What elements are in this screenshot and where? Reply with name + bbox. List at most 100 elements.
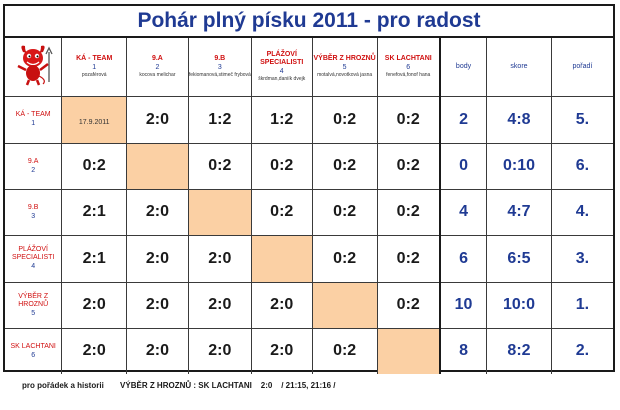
match-score: 2:0: [82, 296, 106, 313]
match-score-cell: 0:2: [311, 234, 378, 283]
match-score-cell: 0:2: [311, 327, 378, 374]
diagonal-cell: [250, 234, 313, 283]
row-team-header: 9.A 2: [5, 142, 63, 190]
match-score-cell: 0:2: [376, 281, 441, 329]
team-members: škrdman,daniík dvejk: [258, 75, 306, 82]
row-team-name: VÝBĚR Z HROZNŮ: [18, 292, 49, 308]
match-score-cell: 2:0: [126, 281, 189, 329]
points-value: 6: [459, 249, 468, 267]
match-score-cell: 0:2: [250, 142, 313, 190]
match-score-cell: 0:2: [311, 188, 378, 236]
match-score: 0:2: [270, 157, 294, 174]
team-members: fenefová,fonof hana: [386, 71, 431, 78]
points-header: body: [438, 38, 488, 96]
match-score: 2:0: [270, 296, 294, 313]
row-team-header: SK LACHTANI 6: [5, 327, 63, 374]
score-value-cell: 0:10: [486, 142, 552, 190]
match-score: 2:0: [208, 342, 232, 360]
team-name: SK LACHTANI: [384, 54, 432, 62]
match-score-cell: 2:0: [61, 327, 128, 374]
team-name: KÁ - TEAM: [76, 54, 113, 62]
rank-value: 4.: [575, 203, 590, 220]
team-header: VÝBĚR Z HROZNŮ 5 motalvá,novotková jasna: [311, 38, 378, 96]
match-score-cell: 2:0: [126, 234, 189, 283]
footer-result: 2:0: [260, 381, 273, 390]
match-score: 0:2: [270, 203, 294, 220]
score-header: skore: [486, 38, 552, 96]
team-number: 2: [155, 63, 160, 71]
match-score-cell: 0:2: [376, 142, 441, 190]
page-title: Pohár plný písku 2011 - pro radost: [5, 6, 613, 38]
rank-value-cell: 6.: [550, 142, 613, 190]
match-date: 17.9.2011: [78, 118, 110, 126]
team-row: KÁ - TEAM 1 17.9.2011 2:0 1:2 1:2 0:2 0:2 2 4:8 5.: [5, 95, 613, 144]
score-value-cell: 4:7: [486, 188, 552, 236]
team-row: SK LACHTANI 6 2:0 2:0 2:0 2:0 0:2 8 8:2 2.: [5, 327, 613, 374]
match-score: 2:0: [145, 342, 169, 360]
match-score: 0:2: [396, 110, 420, 128]
team-row: 9.A 2 0:2 0:2 0:2 0:2 0:2 0 0:10 6.: [5, 142, 613, 190]
footer-label: pro pořádek a historii: [22, 381, 104, 390]
score-header-label: skore: [510, 63, 528, 71]
match-score: 2:0: [208, 249, 232, 267]
team-header: PLÁŽOVÍ SPECIALISTI 4 škrdman,daniík dve…: [250, 38, 313, 96]
match-score: 0:2: [82, 157, 106, 174]
team-members: kocova melichar: [139, 71, 176, 78]
footer-note: pro pořádek a historii VÝBĚR Z HROZNŮ : …: [22, 381, 336, 390]
points-value: 2: [459, 110, 468, 128]
match-score: 2:0: [82, 342, 106, 360]
points-value-cell: 2: [438, 95, 488, 144]
rank-value-cell: 5.: [550, 95, 613, 144]
points-header-label: body: [455, 63, 472, 71]
row-team-header: PLÁŽOVÍ SPECIALISTI 4: [5, 234, 63, 283]
match-score: 2:0: [270, 342, 294, 360]
red-devil-mascot-icon: [17, 45, 53, 86]
header-row: KÁ - TEAM 1 pozaférová 9.A 2 kocova meli…: [5, 38, 613, 96]
match-score: 0:2: [396, 249, 420, 267]
rank-header: pořadí: [550, 38, 613, 96]
results-table: KÁ - TEAM 1 pozaférová 9.A 2 kocova meli…: [5, 38, 613, 374]
match-score-cell: 0:2: [311, 95, 378, 144]
match-score: 1:2: [208, 110, 232, 128]
match-score: 2:0: [145, 203, 169, 220]
diagonal-cell: 17.9.2011: [61, 95, 128, 144]
team-row: 9.B 3 2:1 2:0 0:2 0:2 0:2 4 4:7 4.: [5, 188, 613, 236]
match-score: 1:2: [270, 110, 294, 128]
score-value: 0:10: [502, 157, 535, 174]
team-header: SK LACHTANI 6 fenefová,fonof hana: [376, 38, 441, 96]
score-value: 6:5: [507, 249, 531, 267]
row-team-header: 9.B 3: [5, 188, 63, 236]
score-value-cell: 10:0: [486, 281, 552, 329]
match-score: 2:0: [208, 296, 232, 313]
team-name: PLÁŽOVÍ SPECIALISTI: [260, 50, 304, 66]
team-number: 5: [342, 63, 347, 71]
score-value: 8:2: [507, 342, 531, 360]
row-team-header: VÝBĚR Z HROZNŮ 5: [5, 281, 63, 329]
match-score-cell: 2:0: [250, 327, 313, 374]
match-score: 0:2: [396, 296, 420, 313]
match-score-cell: 2:0: [126, 95, 189, 144]
match-score-cell: 2:0: [187, 234, 252, 283]
score-value: 10:0: [502, 296, 535, 313]
row-team-name: 9.A: [27, 157, 39, 165]
match-score: 0:2: [396, 157, 420, 174]
row-team-name: KÁ - TEAM: [15, 111, 51, 118]
points-value: 10: [454, 296, 473, 313]
match-score-cell: 1:2: [187, 95, 252, 144]
diagonal-cell: [126, 142, 189, 190]
row-team-name: 9.B: [27, 203, 39, 211]
rank-value: 6.: [575, 157, 590, 174]
match-score-cell: 2:0: [61, 281, 128, 329]
rank-value-cell: 1.: [550, 281, 613, 329]
match-score-cell: 1:2: [250, 95, 313, 144]
row-team-name: PLÁŽOVÍ SPECIALISTI: [11, 246, 55, 261]
score-value-cell: 8:2: [486, 327, 552, 374]
match-score-cell: 2:0: [126, 327, 189, 374]
match-score: 2:0: [145, 110, 169, 128]
diagonal-cell: [376, 327, 441, 374]
team-number: 6: [406, 63, 411, 71]
diagonal-cell: [311, 281, 378, 329]
match-score: 2:0: [145, 249, 169, 267]
rank-value-cell: 4.: [550, 188, 613, 236]
results-frame: Pohár plný písku 2011 - pro radost: [3, 4, 615, 374]
